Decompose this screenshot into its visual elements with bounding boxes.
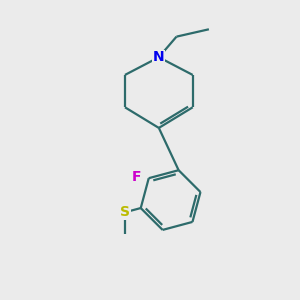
- Text: F: F: [132, 170, 141, 184]
- Text: S: S: [120, 205, 130, 219]
- Text: N: N: [152, 50, 164, 64]
